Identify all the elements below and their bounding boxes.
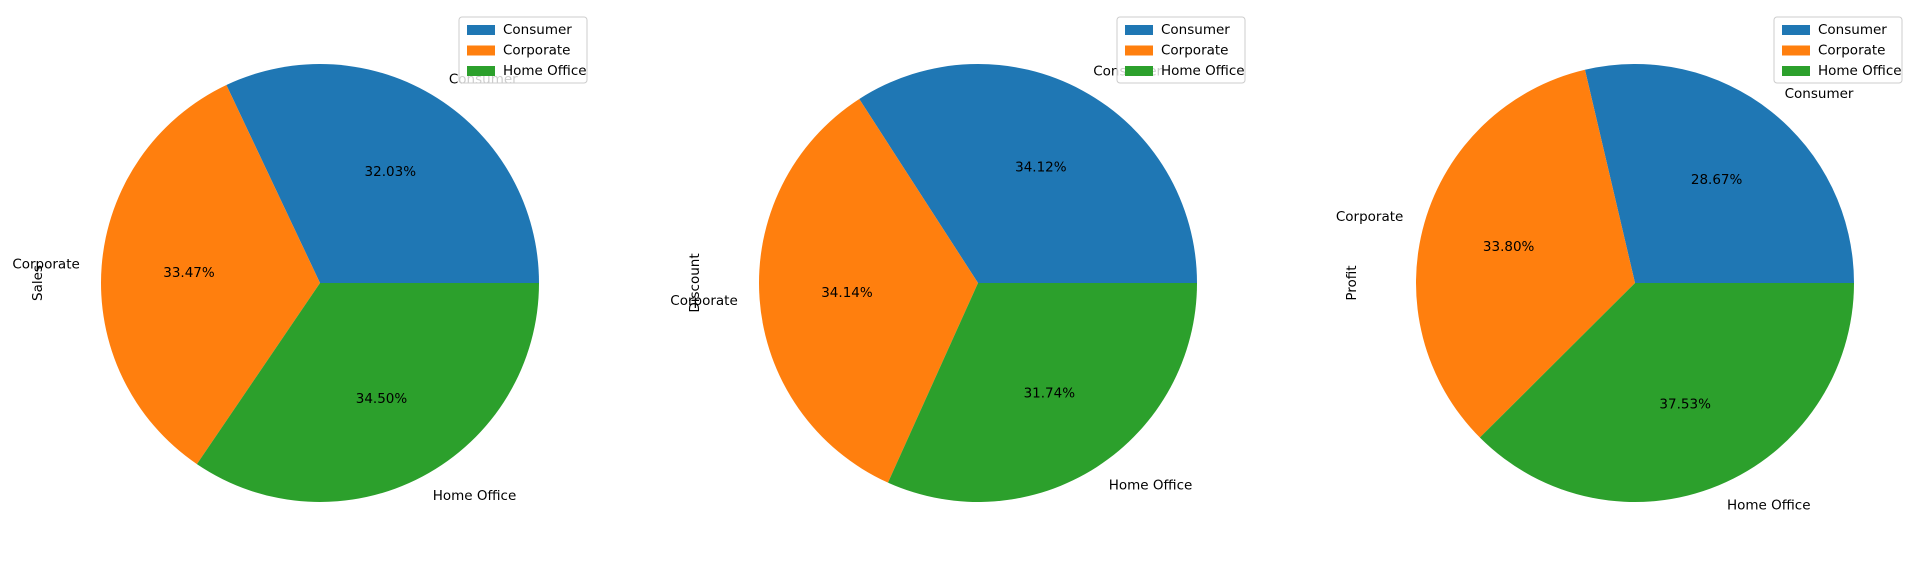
discount-category-label-home-office: Home Office bbox=[1109, 477, 1193, 493]
profit-legend-swatch-corporate bbox=[1782, 45, 1810, 56]
profit-pct-label-home-office: 37.53% bbox=[1659, 396, 1711, 412]
profit-slice-home-office bbox=[1479, 283, 1854, 502]
sales-legend: Consumer Corporate Home Office bbox=[458, 16, 588, 84]
discount-legend-swatch-consumer bbox=[1125, 25, 1153, 35]
discount-slice-consumer bbox=[859, 63, 1197, 283]
sales-legend-label-corporate: Corporate bbox=[503, 43, 571, 59]
sales-category-label-home-office: Home Office bbox=[433, 488, 517, 504]
profit-category-label-corporate: Corporate bbox=[1336, 209, 1404, 225]
sales-category-label-corporate: Corporate bbox=[12, 256, 80, 272]
sales-ylabel: Sales bbox=[30, 265, 46, 301]
discount-pct-label-corporate: 34.14% bbox=[821, 285, 873, 301]
sales-pct-label-consumer: 32.03% bbox=[365, 164, 417, 180]
discount-pct-label-consumer: 34.12% bbox=[1015, 160, 1067, 176]
sales-pct-label-corporate: 33.47% bbox=[163, 265, 215, 281]
profit-legend-swatch-consumer bbox=[1782, 25, 1810, 35]
profit-pct-label-corporate: 33.80% bbox=[1483, 239, 1535, 255]
profit-ylabel: Profit bbox=[1344, 265, 1360, 300]
sales-slice-corporate bbox=[100, 85, 320, 465]
profit-slice-corporate bbox=[1416, 69, 1635, 438]
discount-legend-label-home-office: Home Office bbox=[1161, 63, 1245, 79]
profit-legend-label-corporate: Corporate bbox=[1818, 43, 1886, 59]
discount-slice-home-office bbox=[888, 283, 1197, 502]
profit-legend-swatch-home-office bbox=[1782, 66, 1810, 76]
discount-pct-label-home-office: 31.74% bbox=[1024, 385, 1076, 401]
discount-slice-corporate bbox=[758, 98, 978, 483]
sales-slice-consumer bbox=[226, 64, 539, 283]
sales-legend-swatch-corporate bbox=[467, 45, 495, 56]
sales-legend-swatch-consumer bbox=[467, 25, 495, 35]
discount-legend-label-consumer: Consumer bbox=[1161, 22, 1230, 38]
profit-pct-label-consumer: 28.67% bbox=[1691, 172, 1743, 188]
sales-legend-swatch-home-office bbox=[467, 66, 495, 76]
profit-legend-label-consumer: Consumer bbox=[1818, 22, 1887, 38]
discount-legend-swatch-corporate bbox=[1125, 45, 1153, 56]
discount-legend-swatch-home-office bbox=[1125, 66, 1153, 76]
discount-category-label-corporate: Corporate bbox=[670, 293, 738, 309]
profit-slice-consumer bbox=[1584, 64, 1854, 283]
sales-slice-home-office bbox=[196, 283, 539, 503]
discount-legend-label-corporate: Corporate bbox=[1161, 43, 1229, 59]
discount-ylabel: Discount bbox=[687, 253, 703, 312]
sales-pie-chart: 32.03% Consumer 33.47% Corporate 34.50% Home … bbox=[12, 16, 588, 504]
profit-category-label-consumer: Consumer bbox=[1785, 86, 1854, 102]
profit-legend-label-home-office: Home Office bbox=[1818, 63, 1902, 79]
sales-legend-label-home-office: Home Office bbox=[503, 63, 587, 79]
profit-legend: Consumer Corporate Home Office bbox=[1773, 16, 1903, 84]
discount-legend: Consumer Corporate Home Office bbox=[1116, 16, 1246, 84]
discount-pie-chart: 34.12% Consumer 34.14% Corporate 31.74% Home … bbox=[670, 16, 1246, 502]
profit-category-label-home-office: Home Office bbox=[1727, 498, 1811, 514]
profit-pie-chart: 28.67% Consumer 33.80% Corporate 37.53% Home … bbox=[1336, 16, 1903, 514]
sales-pct-label-home-office: 34.50% bbox=[356, 391, 408, 407]
sales-legend-label-consumer: Consumer bbox=[503, 22, 572, 38]
